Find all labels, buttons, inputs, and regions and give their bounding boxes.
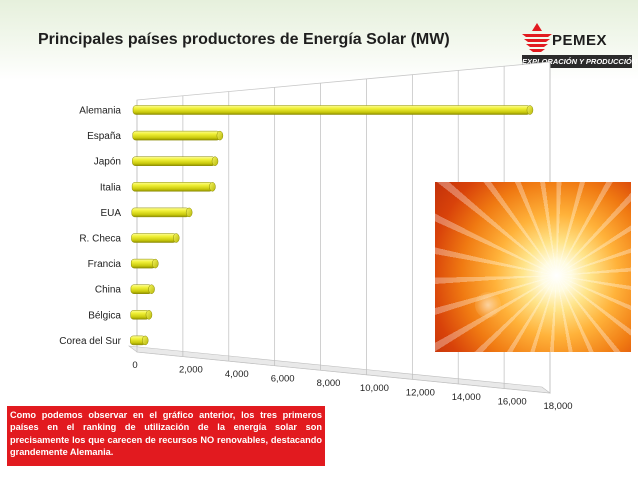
x-tick-label: 0 <box>132 360 137 371</box>
bar-body <box>132 130 221 141</box>
bar <box>132 156 219 166</box>
category-label: Alemania <box>79 106 121 117</box>
bar <box>132 105 534 115</box>
category-label: Francia <box>88 259 122 270</box>
category-label: Corea del Sur <box>59 336 121 347</box>
bar-body <box>131 233 177 243</box>
x-tick-label: 4,000 <box>225 369 249 380</box>
bar-cap <box>216 130 224 141</box>
category-label: China <box>95 285 122 296</box>
bar <box>130 310 153 320</box>
bar-body <box>131 207 190 218</box>
bar-body <box>130 258 156 269</box>
x-tick-label: 16,000 <box>498 396 527 407</box>
category-labels: Alemania España Japón Italia EUA R. Checa Fran… <box>59 106 121 347</box>
bar-cap <box>209 182 216 192</box>
bar <box>130 284 155 294</box>
bar <box>131 233 180 243</box>
category-label: Italia <box>100 182 122 193</box>
lens-flare <box>475 292 501 318</box>
bar <box>130 335 149 346</box>
category-label: Bélgica <box>88 310 121 321</box>
pemex-logo: PEMEX EXPLORACIÓN Y PRODUCCIÓN <box>520 20 637 72</box>
bar-cap <box>152 258 159 269</box>
sun-photo <box>435 182 631 352</box>
category-label: España <box>87 131 121 142</box>
bar-cap <box>141 335 149 346</box>
category-label: Japón <box>94 157 121 168</box>
bar <box>132 130 224 141</box>
bar-cap <box>172 233 180 243</box>
bar-body <box>132 105 531 115</box>
category-label: R. Checa <box>79 234 121 245</box>
bar-cap <box>145 310 153 320</box>
x-tick-label: 12,000 <box>406 387 435 398</box>
x-tick-label: 18,000 <box>543 401 572 412</box>
bars <box>130 105 534 346</box>
bar-cap <box>148 284 155 294</box>
pemex-wordmark: PEMEX <box>552 32 608 49</box>
category-label: EUA <box>100 208 121 219</box>
bar-body <box>132 156 216 166</box>
x-tick-label: 10,000 <box>360 383 389 394</box>
x-tick-label: 2,000 <box>179 365 203 376</box>
bar <box>130 258 159 269</box>
bar <box>131 182 216 192</box>
x-tick-label: 6,000 <box>271 374 295 385</box>
bar-body <box>131 182 213 192</box>
x-tick-label: 14,000 <box>452 392 481 403</box>
x-tick-labels: 0 2,000 4,000 6,000 8,000 10,000 12,000 14,000 1… <box>132 360 572 412</box>
page-title: Principales países productores de Energí… <box>38 31 450 48</box>
x-tick-label: 8,000 <box>317 378 341 389</box>
pemex-eagle-icon <box>522 23 552 52</box>
bar-cap <box>526 105 534 115</box>
bar <box>131 207 193 218</box>
sun-rays <box>435 182 631 352</box>
bar-cap <box>185 207 193 218</box>
bar-cap <box>211 156 219 166</box>
note-box: Como podemos observar en el gráfico ante… <box>7 406 325 466</box>
